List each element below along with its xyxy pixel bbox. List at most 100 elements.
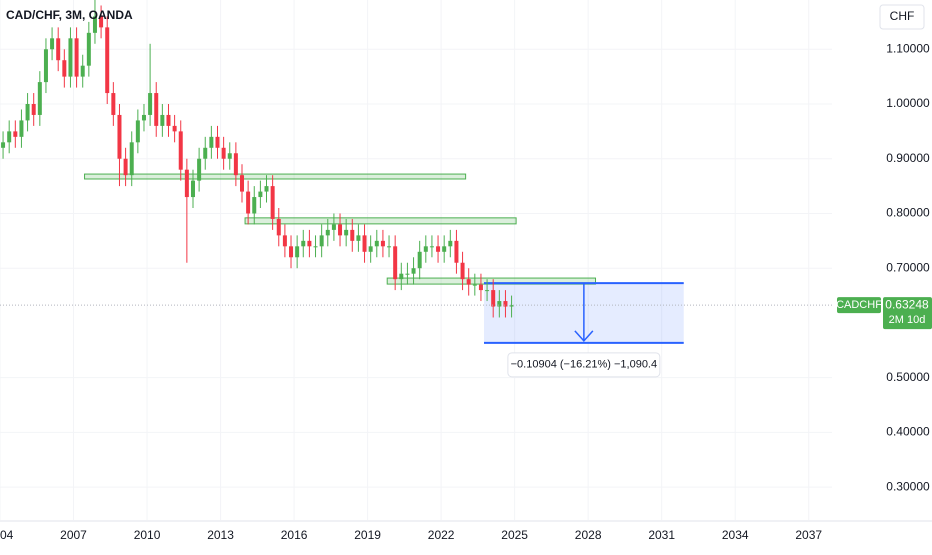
candle-body [258,191,263,198]
candle-body [307,240,312,247]
candle-body [325,229,330,236]
x-tick-label: 2028 [575,528,602,542]
candle-body [135,120,140,143]
y-tick-label: 0.40000 [886,425,930,439]
x-tick-label: 2037 [795,528,822,542]
candle-body [289,246,294,258]
measure-arrowhead [574,330,594,342]
candle-body [270,186,275,219]
candle-body [203,147,208,159]
candle-body [393,246,398,280]
candle-body [380,240,385,247]
candle-body [215,136,220,148]
candle-body [246,191,251,214]
candle-body [19,120,24,137]
candle-body [25,104,30,121]
candle-body [350,229,355,241]
support-zone [244,217,517,225]
candle-body [503,301,508,307]
candle-body [7,131,12,143]
candle-body [436,246,441,252]
y-tick-label: 0.80000 [886,206,930,220]
last-price-bg [883,297,932,330]
candle-body [491,290,496,307]
candle-body [227,153,232,159]
candle-body [485,290,490,292]
candle-body [417,251,422,269]
candle-body [344,229,349,236]
candle-body [252,197,257,214]
x-tick-label: 2025 [501,528,528,542]
candle-body [154,93,159,126]
y-tick-label: 0.90000 [886,151,930,165]
candle-body [319,235,324,247]
candle-body [184,169,189,198]
candle-body [282,235,287,247]
candle-body [448,240,453,247]
candle-body [387,246,392,248]
measure-label: −0.10904 (−16.21%) −1,090.4 [511,359,657,371]
candle-body [86,32,91,66]
candle-body [466,279,471,285]
candle-body [497,301,502,307]
candle-body [166,114,171,126]
x-tick-label: 2022 [428,528,455,542]
candle-body [509,305,514,307]
candle-body [411,268,416,274]
candle-body [123,158,128,176]
candle-body [105,27,110,94]
measure-label-box [507,352,661,378]
currency-label[interactable]: CHF [890,9,915,23]
candle-body [276,218,281,236]
support-zone [84,173,467,180]
candle-body [117,114,122,159]
candle-body [233,153,238,176]
candle-body [37,82,42,115]
candle-body [362,235,367,252]
x-tick-label: 2031 [648,528,675,542]
candle-body [172,125,177,132]
candle-body [99,16,104,28]
x-tick-label: 2019 [354,528,381,542]
candle-body [374,240,379,247]
marks: −0.10904 (−16.21%) −1,090.4 [0,0,832,378]
candle-body [368,246,373,252]
last-price-label: 0.63248 [885,297,929,311]
candle-body [141,114,146,121]
candle-body [356,235,361,241]
candle-body [178,131,183,170]
chart-title: CAD/CHF, 3M, OANDA [6,8,133,22]
candle-body [50,38,55,50]
candle-body [240,175,245,192]
candle-body [472,284,477,286]
candle-body [331,224,336,230]
currency-button[interactable] [879,4,925,30]
candle-body [74,38,79,77]
candle-body [313,246,318,248]
y-tick-label: 1.00000 [886,96,930,110]
x-tick-label: 2010 [134,528,161,542]
candle-body [423,246,428,252]
x-tick-label: 2016 [281,528,308,542]
candle-body [80,65,85,77]
candle-body [264,186,269,192]
candle-body [221,147,226,159]
y-tick-label: 1.10000 [886,41,930,55]
candle-body [338,224,343,236]
countdown-label: 2M 10d [889,314,926,326]
candle-body [111,93,116,115]
candle-body [68,38,73,77]
candle-body [405,273,410,275]
x-tick-label: 2013 [207,528,234,542]
candle-body [43,49,48,83]
candle-body [399,273,404,280]
candle-body [31,104,36,115]
candle-body [429,246,434,248]
y-tick-label: 0.50000 [886,370,930,384]
grid [0,0,832,520]
candle-body [295,246,300,258]
candle-body [301,240,306,247]
candle-body [160,114,165,126]
